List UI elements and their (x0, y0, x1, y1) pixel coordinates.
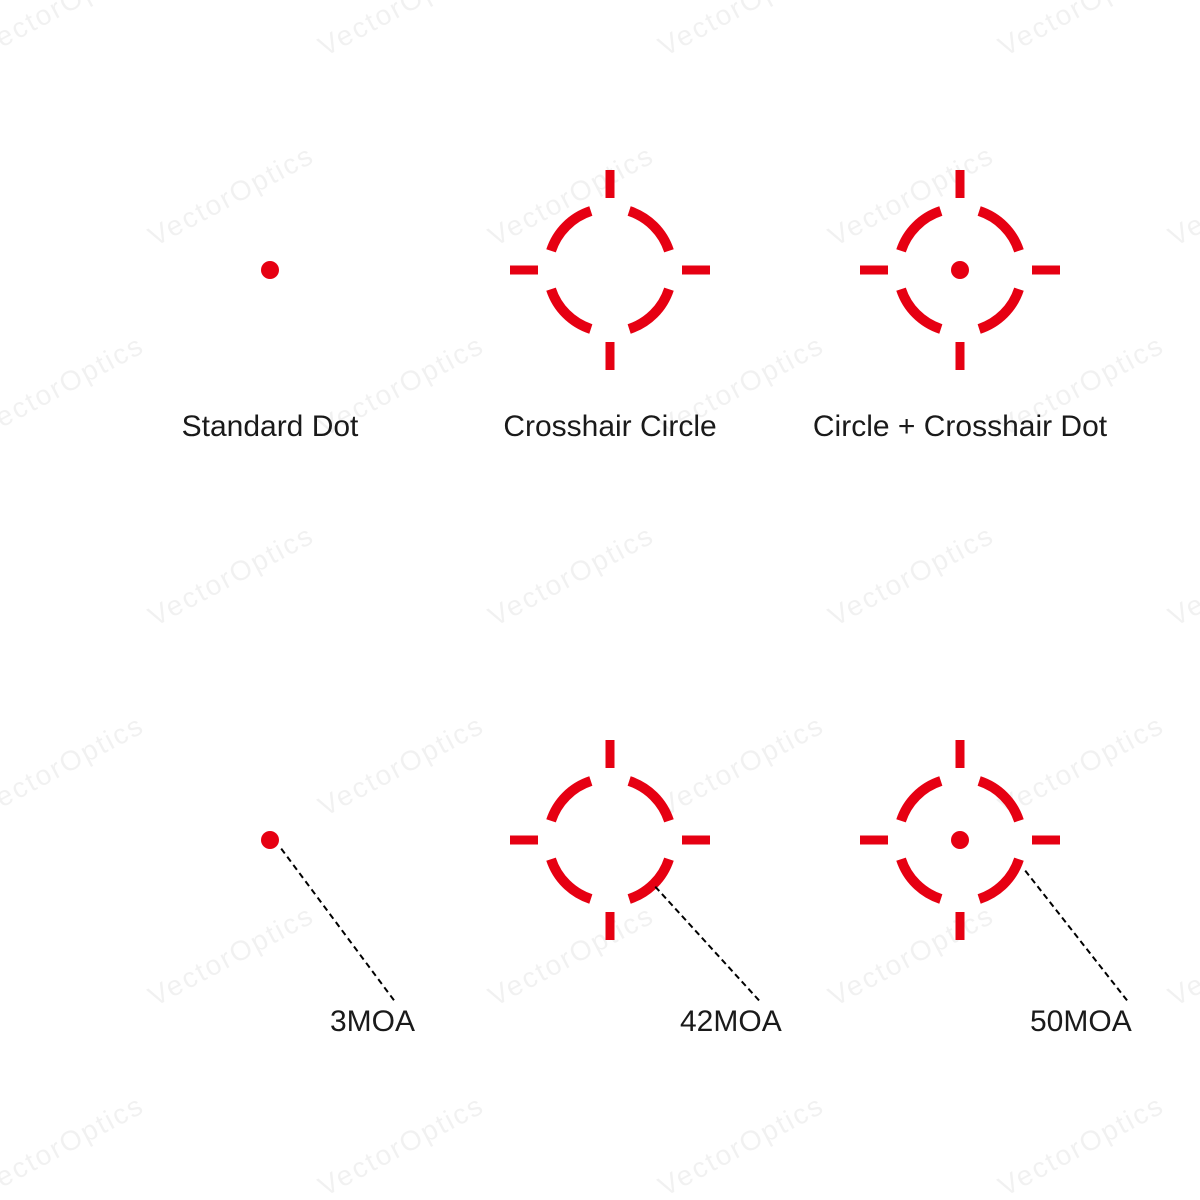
label-standard-dot: Standard Dot (90, 410, 450, 444)
circle-arc-icon (629, 211, 669, 251)
reticle-circle-crosshair-dot (780, 140, 1140, 400)
cell-standard-dot: Standard Dot (90, 140, 450, 444)
circle-arc-icon (551, 859, 591, 899)
label-circle-crosshair-dot: Circle + Crosshair Dot (780, 410, 1140, 444)
cell-circle-crosshair-dot: Circle + Crosshair Dot (780, 140, 1140, 444)
circle-arc-icon (979, 781, 1019, 821)
circle-arc-icon (551, 781, 591, 821)
reticle-standard-dot-2 (90, 710, 450, 970)
circle-arc-icon (629, 289, 669, 329)
center-dot-icon (261, 261, 279, 279)
reticle-svg-crosshair-circle-2 (500, 730, 720, 950)
reticle-svg-circle-crosshair-dot (850, 160, 1070, 380)
cell-crosshair-circle: Crosshair Circle (430, 140, 790, 444)
moa-label-42: 42MOA (680, 1005, 782, 1039)
circle-arc-icon (901, 781, 941, 821)
reticle-standard-dot (90, 140, 450, 400)
circle-arc-icon (979, 211, 1019, 251)
reticle-svg-circle-crosshair-dot-2 (850, 730, 1070, 950)
center-dot-icon (951, 831, 969, 849)
center-dot-icon (261, 831, 279, 849)
moa-label-3: 3MOA (330, 1005, 415, 1039)
circle-arc-icon (979, 859, 1019, 899)
cell-standard-dot-moa (90, 710, 450, 970)
circle-arc-icon (551, 211, 591, 251)
circle-arc-icon (629, 781, 669, 821)
reticle-svg-standard-dot (160, 160, 380, 380)
moa-label-50: 50MOA (1030, 1005, 1132, 1039)
cell-circle-crosshair-dot-moa (780, 710, 1140, 970)
reticle-circle-crosshair-dot-2 (780, 710, 1140, 970)
reticle-crosshair-circle (430, 140, 790, 400)
circle-arc-icon (901, 211, 941, 251)
circle-arc-icon (901, 289, 941, 329)
reticle-crosshair-circle-2 (430, 710, 790, 970)
reticle-svg-crosshair-circle (500, 160, 720, 380)
label-crosshair-circle: Crosshair Circle (430, 410, 790, 444)
center-dot-icon (951, 261, 969, 279)
reticle-svg-standard-dot-2 (160, 730, 380, 950)
circle-arc-icon (901, 859, 941, 899)
cell-crosshair-circle-moa (430, 710, 790, 970)
circle-arc-icon (979, 289, 1019, 329)
circle-arc-icon (551, 289, 591, 329)
